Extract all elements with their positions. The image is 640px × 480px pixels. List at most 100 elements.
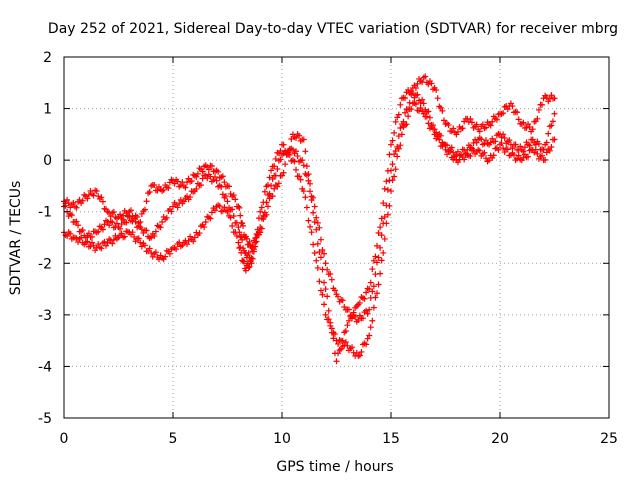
- data-point: [76, 196, 83, 203]
- data-point: [444, 142, 451, 149]
- data-point: [363, 307, 370, 314]
- data-point: [395, 111, 402, 118]
- data-point: [163, 214, 170, 221]
- data-point: [127, 207, 134, 214]
- data-point: [194, 170, 201, 177]
- data-point: [361, 295, 368, 302]
- data-point: [428, 80, 435, 87]
- data-point: [79, 226, 86, 233]
- data-point: [137, 239, 144, 246]
- data-point: [235, 203, 242, 210]
- data-point: [271, 185, 278, 192]
- data-point: [101, 238, 108, 245]
- data-point: [229, 206, 236, 213]
- data-point: [296, 132, 303, 139]
- data-point: [358, 348, 365, 355]
- data-point: [325, 316, 332, 323]
- data-point: [372, 271, 379, 278]
- data-point: [307, 223, 314, 230]
- data-point: [317, 287, 324, 294]
- x-tick-label: 20: [491, 431, 509, 447]
- data-point: [212, 207, 219, 214]
- data-point: [546, 147, 553, 154]
- data-point: [321, 301, 328, 308]
- data-point: [191, 234, 198, 241]
- data-point: [384, 167, 391, 174]
- data-point: [232, 196, 239, 203]
- data-point: [106, 222, 113, 229]
- data-points: [61, 73, 558, 365]
- data-point: [445, 122, 452, 129]
- data-point: [482, 155, 489, 162]
- data-point: [117, 225, 124, 232]
- data-point: [207, 215, 214, 222]
- data-point: [328, 276, 335, 283]
- data-point: [280, 141, 287, 148]
- y-tick-label: -2: [38, 256, 52, 272]
- data-point: [286, 146, 293, 153]
- data-point: [398, 131, 405, 138]
- data-point: [521, 144, 528, 151]
- data-point: [397, 101, 404, 108]
- data-point: [482, 124, 489, 131]
- data-point: [414, 91, 421, 98]
- data-point: [311, 219, 318, 226]
- data-point: [314, 264, 321, 271]
- data-point: [454, 128, 461, 135]
- data-point: [486, 157, 493, 164]
- data-point: [526, 123, 533, 130]
- data-point: [473, 139, 480, 146]
- data-point: [236, 204, 243, 211]
- data-point: [170, 203, 176, 210]
- data-point: [378, 257, 385, 264]
- data-point: [356, 299, 363, 306]
- data-point: [314, 240, 321, 247]
- data-point: [372, 294, 379, 301]
- data-point: [137, 219, 144, 226]
- data-point: [235, 224, 242, 231]
- data-point: [328, 325, 335, 332]
- data-point: [487, 122, 494, 129]
- data-point: [377, 224, 384, 231]
- data-point: [495, 146, 502, 153]
- data-point: [370, 257, 377, 264]
- data-point: [349, 315, 356, 322]
- x-tick-label: 10: [273, 431, 291, 447]
- data-point: [174, 204, 181, 211]
- data-point: [300, 162, 307, 169]
- data-point: [539, 101, 546, 108]
- data-point: [380, 249, 387, 256]
- data-point: [168, 208, 175, 215]
- data-point: [243, 235, 250, 242]
- data-point: [335, 293, 342, 300]
- data-point: [467, 116, 474, 123]
- data-point: [473, 121, 480, 128]
- data-point: [171, 180, 178, 187]
- data-point: [378, 232, 385, 239]
- data-point: [500, 131, 507, 138]
- data-point: [221, 204, 228, 211]
- data-point: [300, 188, 307, 195]
- x-tick-label: 0: [60, 431, 69, 447]
- data-point: [342, 327, 349, 334]
- data-point: [249, 255, 256, 262]
- data-point: [159, 219, 166, 226]
- data-point: [476, 128, 483, 135]
- data-point: [64, 196, 71, 203]
- data-point: [515, 116, 522, 123]
- data-point: [539, 152, 546, 159]
- axis-ticks: 0 5 10 15 20 25 -5 -4 -3 -2 -1 0 1 2: [38, 50, 618, 447]
- data-point: [89, 239, 96, 246]
- data-point: [134, 214, 141, 221]
- data-point: [313, 214, 320, 221]
- data-point: [235, 239, 242, 246]
- data-point: [395, 145, 402, 152]
- data-point: [356, 352, 363, 359]
- data-point: [78, 234, 85, 241]
- data-point: [408, 106, 415, 113]
- data-point: [367, 279, 374, 286]
- data-point: [184, 241, 191, 248]
- data-point: [448, 144, 455, 151]
- data-point: [316, 278, 323, 285]
- data-point: [392, 118, 399, 125]
